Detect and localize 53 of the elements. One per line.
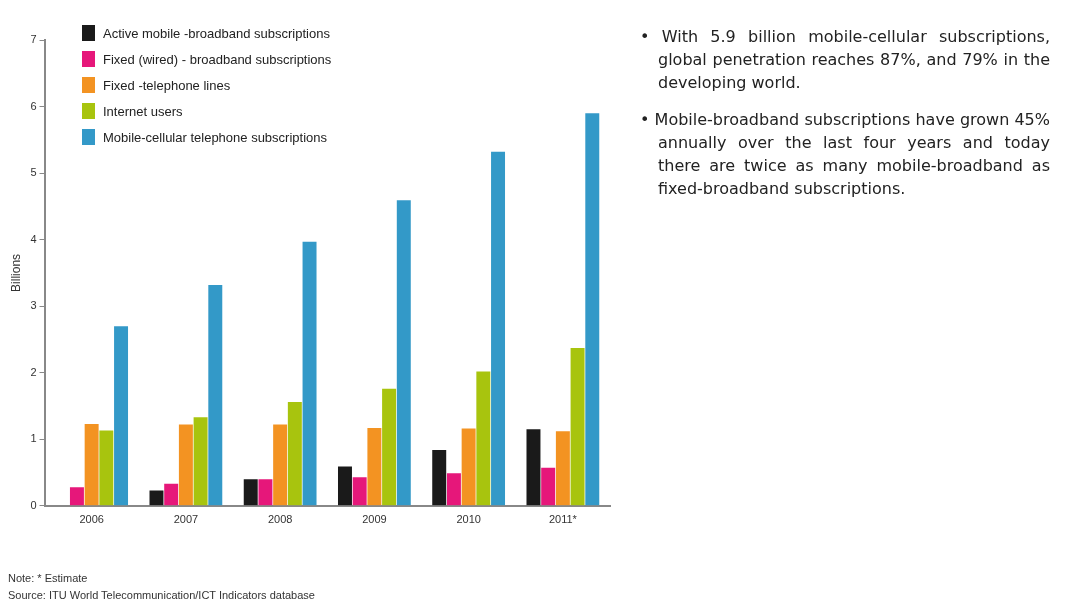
bar	[476, 371, 491, 506]
bar	[526, 429, 541, 506]
x-tick-label: 2009	[362, 513, 387, 526]
x-tick-label: 2011*	[548, 513, 578, 526]
y-tick-label: 1	[30, 432, 37, 445]
source-note: Source: ITU World Telecommunication/ICT Indicators database	[8, 588, 315, 603]
bar	[541, 467, 556, 506]
bar	[243, 479, 258, 506]
bar	[149, 490, 164, 506]
bar	[432, 449, 447, 506]
y-tick-label: 0	[30, 498, 37, 511]
x-tick-label: 2007	[173, 513, 199, 526]
y-tick-label: 7	[30, 33, 37, 46]
legend-label: Fixed (wired) - broadband subscriptions	[103, 51, 332, 67]
bar	[164, 483, 179, 506]
bar	[382, 388, 397, 506]
text: • Mobile-broadband subscriptions have grown 45% annually over the last four years and today there are twice as many mobile-broadband as fixed-broadband subscriptions.	[640, 109, 1050, 200]
bar	[287, 401, 302, 506]
x-tick-label: 2010	[456, 513, 481, 526]
bar	[69, 487, 84, 506]
bar	[491, 151, 506, 506]
text: Note: * Estimate	[8, 571, 89, 586]
bar	[396, 200, 411, 506]
bar	[555, 431, 570, 506]
bar	[461, 428, 476, 506]
bar	[193, 417, 208, 506]
y-axis-title: Billions	[8, 253, 23, 292]
y-tick-label: 6	[30, 99, 37, 112]
legend-label: Internet users	[103, 103, 183, 119]
y-tick-label: 4	[30, 232, 37, 245]
legend-label: Active mobile -broadband subscriptions	[103, 25, 330, 41]
bar	[367, 427, 382, 506]
bar	[273, 424, 288, 506]
bar	[337, 466, 352, 506]
bar	[99, 430, 114, 506]
y-tick-label: 2	[30, 365, 37, 378]
y-tick-label: 3	[30, 299, 37, 312]
bar	[114, 326, 129, 506]
bar	[446, 473, 461, 506]
bar	[178, 424, 193, 506]
bar	[570, 348, 585, 506]
bar	[258, 479, 273, 506]
legend-label: Fixed -telephone lines	[103, 77, 231, 93]
bar	[302, 241, 317, 506]
bar	[585, 113, 600, 506]
bar	[352, 477, 367, 506]
x-tick-label: 2006	[79, 513, 104, 526]
x-tick-label: 2008	[267, 513, 293, 526]
bar	[208, 284, 223, 506]
legend-label: Mobile-cellular telephone subscriptions	[103, 129, 328, 145]
bar	[84, 423, 99, 506]
text: • With 5.9 billion mobile-cellular subscriptions, global penetration reaches 87%, and 79% in the developing world.	[640, 26, 1050, 94]
y-tick-label: 5	[30, 166, 37, 179]
